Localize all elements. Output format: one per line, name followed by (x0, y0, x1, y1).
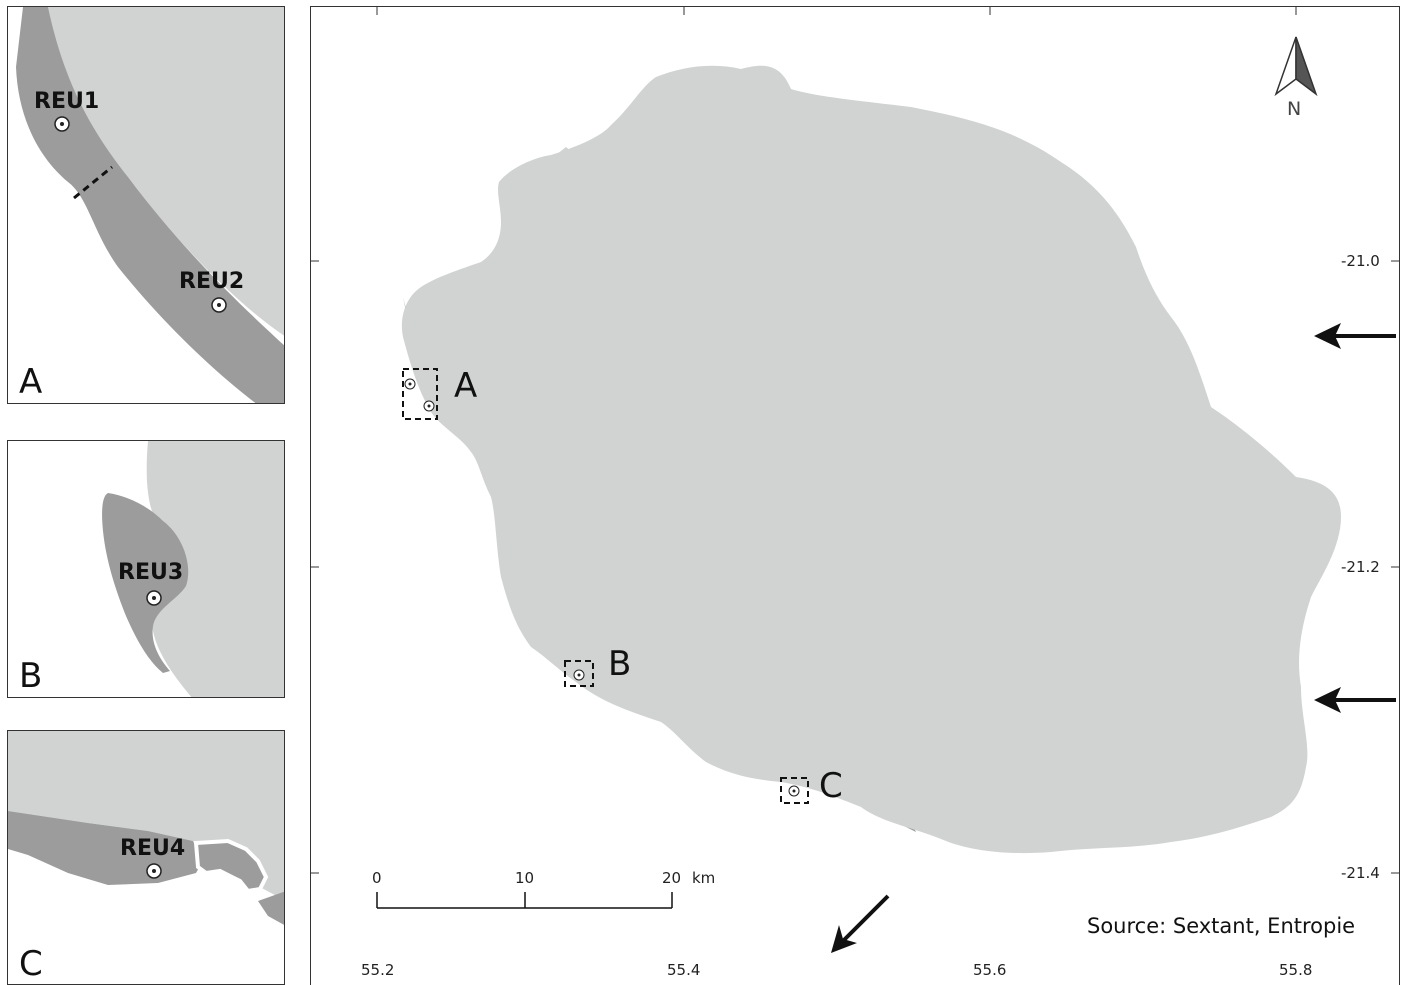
study-box-b (564, 660, 594, 687)
main-map: -21.0 -21.2 -21.4 55.2 55.4 55.6 55.8 A … (311, 7, 1399, 985)
study-box-a (402, 368, 438, 420)
inset-a-land (48, 7, 284, 336)
lat-label-21-0: -21.0 (1341, 252, 1380, 270)
inset-b-land (146, 441, 284, 697)
inset-c-map: REU4 C (8, 731, 284, 984)
inset-a-divider (73, 165, 113, 200)
inset-c-harbour (193, 838, 269, 894)
inset-c-land (8, 731, 284, 900)
lon-label-55-2: 55.2 (361, 961, 394, 979)
north-coast-nub (556, 147, 573, 159)
study-box-c (780, 777, 809, 804)
study-box-c-label: C (819, 766, 843, 806)
left-tick-marks (311, 260, 319, 874)
inset-a-letter: A (19, 362, 42, 402)
right-tick-marks (1391, 260, 1399, 874)
study-box-a-label: A (454, 366, 477, 406)
inset-panel-b: REU3 B (7, 440, 285, 698)
north-arrow-icon (1274, 36, 1318, 97)
scale-bar (376, 892, 673, 909)
reunion-island (401, 65, 1341, 854)
lon-label-55-6: 55.6 (973, 961, 1006, 979)
north-arrow-label: N (1287, 98, 1301, 120)
lon-label-55-8: 55.8 (1279, 961, 1312, 979)
scale-bar-unit: km (692, 869, 715, 887)
inset-c-jetty (258, 891, 284, 925)
lon-label-55-4: 55.4 (667, 961, 700, 979)
lat-label-21-4: -21.4 (1341, 864, 1380, 882)
east-arrow-1-icon (1314, 323, 1396, 349)
southwest-arrow-icon (831, 894, 890, 953)
site-reu2-marker (211, 297, 227, 313)
inset-a-map: REU1 REU2 A (8, 7, 284, 403)
site-reu4-label: REU4 (120, 836, 185, 861)
site-reu3-marker (146, 590, 162, 606)
source-credit: Source: Sextant, Entropie (1087, 914, 1355, 938)
main-map-panel: -21.0 -21.2 -21.4 55.2 55.4 55.6 55.8 A … (310, 6, 1400, 985)
scale-bar-label-10: 10 (515, 869, 534, 887)
site-reu1-marker (54, 116, 70, 132)
east-arrow-2-icon (1314, 687, 1396, 713)
inset-b-letter: B (19, 656, 42, 696)
inset-panel-c: REU4 C (7, 730, 285, 985)
site-reu4-marker (146, 863, 162, 879)
site-reu1-label: REU1 (34, 89, 99, 114)
inset-b-map: REU3 B (8, 441, 284, 697)
scale-bar-label-0: 0 (372, 869, 382, 887)
scale-bar-label-20: 20 (662, 869, 681, 887)
site-reu2-label: REU2 (179, 269, 244, 294)
site-reu3-label: REU3 (118, 560, 183, 585)
top-tick-marks (376, 7, 1297, 15)
inset-b-reef (102, 493, 189, 673)
study-box-b-label: B (608, 644, 631, 684)
lat-label-21-2: -21.2 (1341, 558, 1380, 576)
inset-panel-a: REU1 REU2 A (7, 6, 285, 404)
inset-c-letter: C (19, 944, 43, 984)
